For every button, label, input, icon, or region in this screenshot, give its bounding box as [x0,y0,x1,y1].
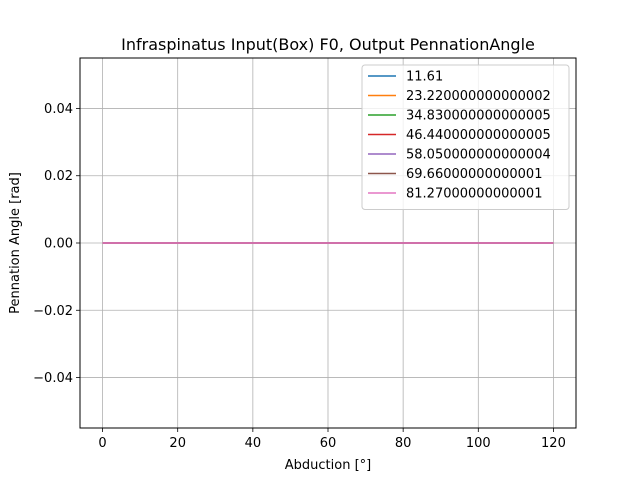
y-axis-label: Pennation Angle [rad] [8,172,23,314]
chart-title: Infraspinatus Input(Box) F0, Output Penn… [121,35,535,54]
y-tick-label: 0.04 [44,102,73,117]
legend-label: 69.66000000000001 [406,167,542,182]
x-tick-label: 60 [320,436,337,451]
y-tick-label: 0.00 [44,237,73,252]
x-tick-label: 0 [98,436,106,451]
legend-label: 11.61 [406,70,443,85]
legend-label: 58.050000000000004 [406,148,551,163]
legend-box [361,64,570,210]
legend-label: 81.27000000000001 [406,187,542,202]
y-tick-label: −0.04 [33,371,73,386]
plot-frame [79,57,577,429]
x-tick-label: 20 [169,436,186,451]
y-tick-label: 0.02 [44,169,73,184]
legend: 11.61 23.220000000000002 34.83000000000000… [361,64,570,210]
axis-ticks: 0 20 40 60 80 100 120 −0.04 −0.02 0.00 0.02 0.04 [33,102,566,451]
legend-label: 46.440000000000005 [406,128,551,143]
legend-label: 23.220000000000002 [406,89,551,104]
y-tick-label: −0.02 [33,304,73,319]
x-axis-label: Abduction [°] [285,458,371,473]
legend-label: 34.830000000000005 [406,109,551,124]
x-tick-label: 100 [466,436,491,451]
x-tick-label: 40 [245,436,262,451]
x-tick-label: 120 [541,436,566,451]
x-tick-label: 80 [395,436,412,451]
